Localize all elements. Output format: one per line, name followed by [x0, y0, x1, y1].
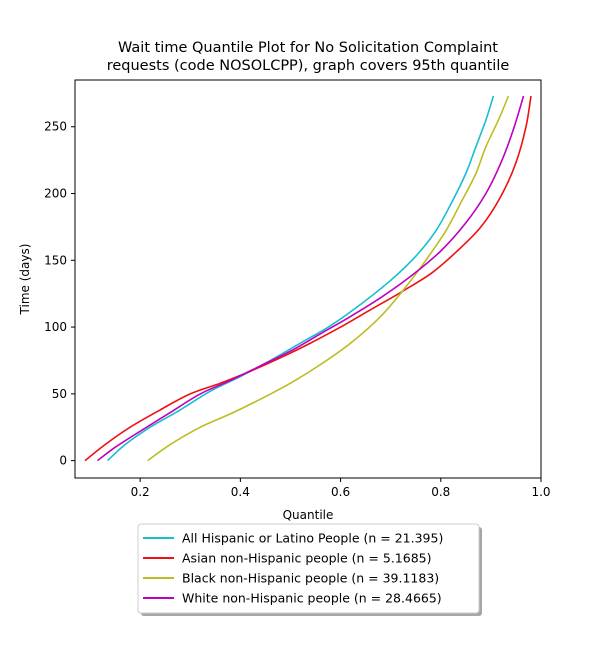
x-tick-label: 0.4: [231, 485, 250, 499]
x-tick-label: 1.0: [531, 485, 550, 499]
plot-frame: [74, 79, 542, 479]
y-tick-label: 100: [44, 320, 67, 334]
legend-label-1: Asian non-Hispanic people (n = 5.1685): [182, 551, 432, 566]
series-line-3: [97, 95, 525, 462]
legend-items: All Hispanic or Latino People (n = 21.39…: [143, 531, 443, 606]
x-axis-ticks: 0.2 0.4 0.6 0.8 1.0: [131, 478, 551, 499]
y-axis-ticks: 0 50 100 150 200 250: [44, 120, 75, 468]
series-layer: [84, 95, 532, 462]
legend-label-3: White non-Hispanic people (n = 28.4665): [182, 591, 442, 606]
series-line-0: [107, 95, 495, 462]
series-line-2: [147, 95, 510, 462]
x-tick-label: 0.8: [431, 485, 450, 499]
series-line-1: [84, 95, 532, 462]
x-tick-label: 0.2: [131, 485, 150, 499]
y-tick-label: 200: [44, 187, 67, 201]
chart-title-line-1: Wait time Quantile Plot for No Solicitat…: [118, 40, 498, 56]
x-tick-label: 0.6: [331, 485, 350, 499]
legend-label-0: All Hispanic or Latino People (n = 21.39…: [182, 531, 443, 546]
y-tick-label: 0: [59, 454, 67, 468]
y-tick-label: 150: [44, 253, 67, 267]
y-tick-label: 250: [44, 120, 67, 134]
legend-box: [137, 523, 480, 614]
chart-title-line-2: requests (code NOSOLCPP), graph covers 9…: [107, 58, 510, 74]
y-tick-label: 50: [52, 387, 67, 401]
y-axis-label: Time (days): [18, 244, 32, 316]
legend: All Hispanic or Latino People (n = 21.39…: [137, 523, 482, 616]
legend-label-2: Black non-Hispanic people (n = 39.1183): [182, 571, 439, 586]
x-axis-label: Quantile: [283, 508, 334, 522]
